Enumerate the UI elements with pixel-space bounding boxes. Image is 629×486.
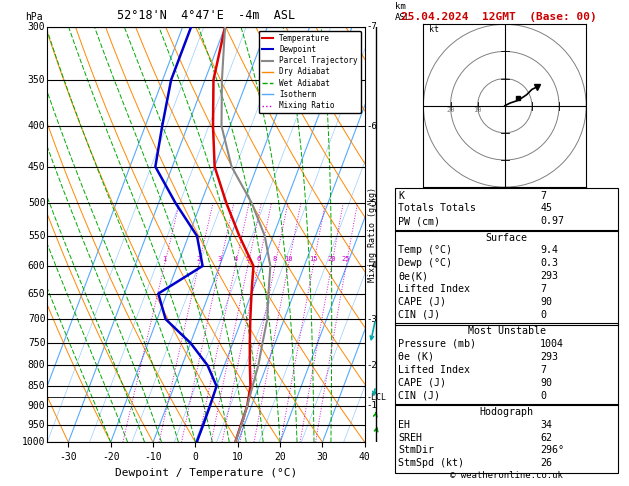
Legend: Temperature, Dewpoint, Parcel Trajectory, Dry Adiabat, Wet Adiabat, Isotherm, Mi: Temperature, Dewpoint, Parcel Trajectory… [259,31,361,113]
Text: CAPE (J): CAPE (J) [398,297,446,307]
Text: CIN (J): CIN (J) [398,310,440,320]
Text: 62: 62 [540,433,552,443]
Text: -1: -1 [366,401,377,410]
Text: © weatheronline.co.uk: © weatheronline.co.uk [450,471,563,480]
Text: 1000: 1000 [22,437,45,447]
Text: 4: 4 [233,256,238,262]
Text: 10: 10 [474,107,482,114]
Text: θe (K): θe (K) [398,352,434,362]
Text: 25: 25 [342,256,350,262]
Text: 0.97: 0.97 [540,216,564,226]
Text: 20: 20 [446,107,455,114]
Text: StmDir: StmDir [398,446,434,455]
Text: km
ASL: km ASL [395,2,411,22]
Text: 500: 500 [28,198,45,208]
Text: 600: 600 [28,261,45,271]
Text: 293: 293 [540,271,558,281]
Text: SREH: SREH [398,433,422,443]
Text: 450: 450 [28,162,45,172]
Text: 900: 900 [28,401,45,411]
Text: -4: -4 [366,261,377,270]
Text: -3: -3 [366,314,377,324]
Text: EH: EH [398,420,410,430]
Text: K: K [398,191,404,201]
Text: Lifted Index: Lifted Index [398,284,470,294]
Text: 700: 700 [28,314,45,324]
Text: StmSpd (kt): StmSpd (kt) [398,458,464,469]
Text: 950: 950 [28,419,45,430]
Text: 350: 350 [28,75,45,85]
Text: Mixing Ratio (g/kg): Mixing Ratio (g/kg) [368,187,377,282]
Text: 3: 3 [218,256,222,262]
Text: 90: 90 [540,378,552,388]
Text: 2: 2 [196,256,201,262]
Text: hPa: hPa [25,12,43,22]
Text: 25.04.2024  12GMT  (Base: 00): 25.04.2024 12GMT (Base: 00) [401,12,597,22]
Text: 8: 8 [273,256,277,262]
Text: -6: -6 [366,122,377,131]
Text: kt: kt [429,25,439,35]
Text: PW (cm): PW (cm) [398,216,440,226]
Text: 850: 850 [28,381,45,391]
Text: CIN (J): CIN (J) [398,391,440,400]
Text: Lifted Index: Lifted Index [398,364,470,375]
Text: Most Unstable: Most Unstable [467,326,546,336]
Text: 0.3: 0.3 [540,259,558,268]
Text: -5: -5 [366,199,377,208]
Text: 1004: 1004 [540,339,564,349]
Text: CAPE (J): CAPE (J) [398,378,446,388]
Text: 10: 10 [284,256,292,262]
Text: Temp (°C): Temp (°C) [398,245,452,256]
Text: 20: 20 [327,256,336,262]
Text: Totals Totals: Totals Totals [398,203,476,213]
Text: 300: 300 [28,22,45,32]
Text: 52°18'N  4°47'E  -4m  ASL: 52°18'N 4°47'E -4m ASL [117,9,295,22]
Text: Hodograph: Hodograph [480,407,533,417]
Text: 750: 750 [28,338,45,348]
Text: Pressure (mb): Pressure (mb) [398,339,476,349]
Text: θe(K): θe(K) [398,271,428,281]
Text: 90: 90 [540,297,552,307]
Text: 34: 34 [540,420,552,430]
Text: Dewp (°C): Dewp (°C) [398,259,452,268]
Text: 293: 293 [540,352,558,362]
Text: 0: 0 [540,310,546,320]
Text: 7: 7 [540,191,546,201]
Text: -7: -7 [366,22,377,31]
Text: Surface: Surface [486,233,528,243]
Text: 7: 7 [540,284,546,294]
Text: 650: 650 [28,289,45,298]
Text: 26: 26 [540,458,552,469]
Text: 0: 0 [540,391,546,400]
Text: 1: 1 [162,256,167,262]
Text: 800: 800 [28,360,45,370]
Text: 15: 15 [309,256,318,262]
X-axis label: Dewpoint / Temperature (°C): Dewpoint / Temperature (°C) [115,468,297,478]
Text: 45: 45 [540,203,552,213]
Text: 550: 550 [28,231,45,241]
Text: 5: 5 [246,256,250,262]
Text: 6: 6 [256,256,260,262]
Text: 7: 7 [540,364,546,375]
Text: 9.4: 9.4 [540,245,558,256]
Text: 296°: 296° [540,446,564,455]
Text: 400: 400 [28,121,45,131]
Text: -LCL: -LCL [366,393,386,402]
Text: -2: -2 [366,361,377,370]
